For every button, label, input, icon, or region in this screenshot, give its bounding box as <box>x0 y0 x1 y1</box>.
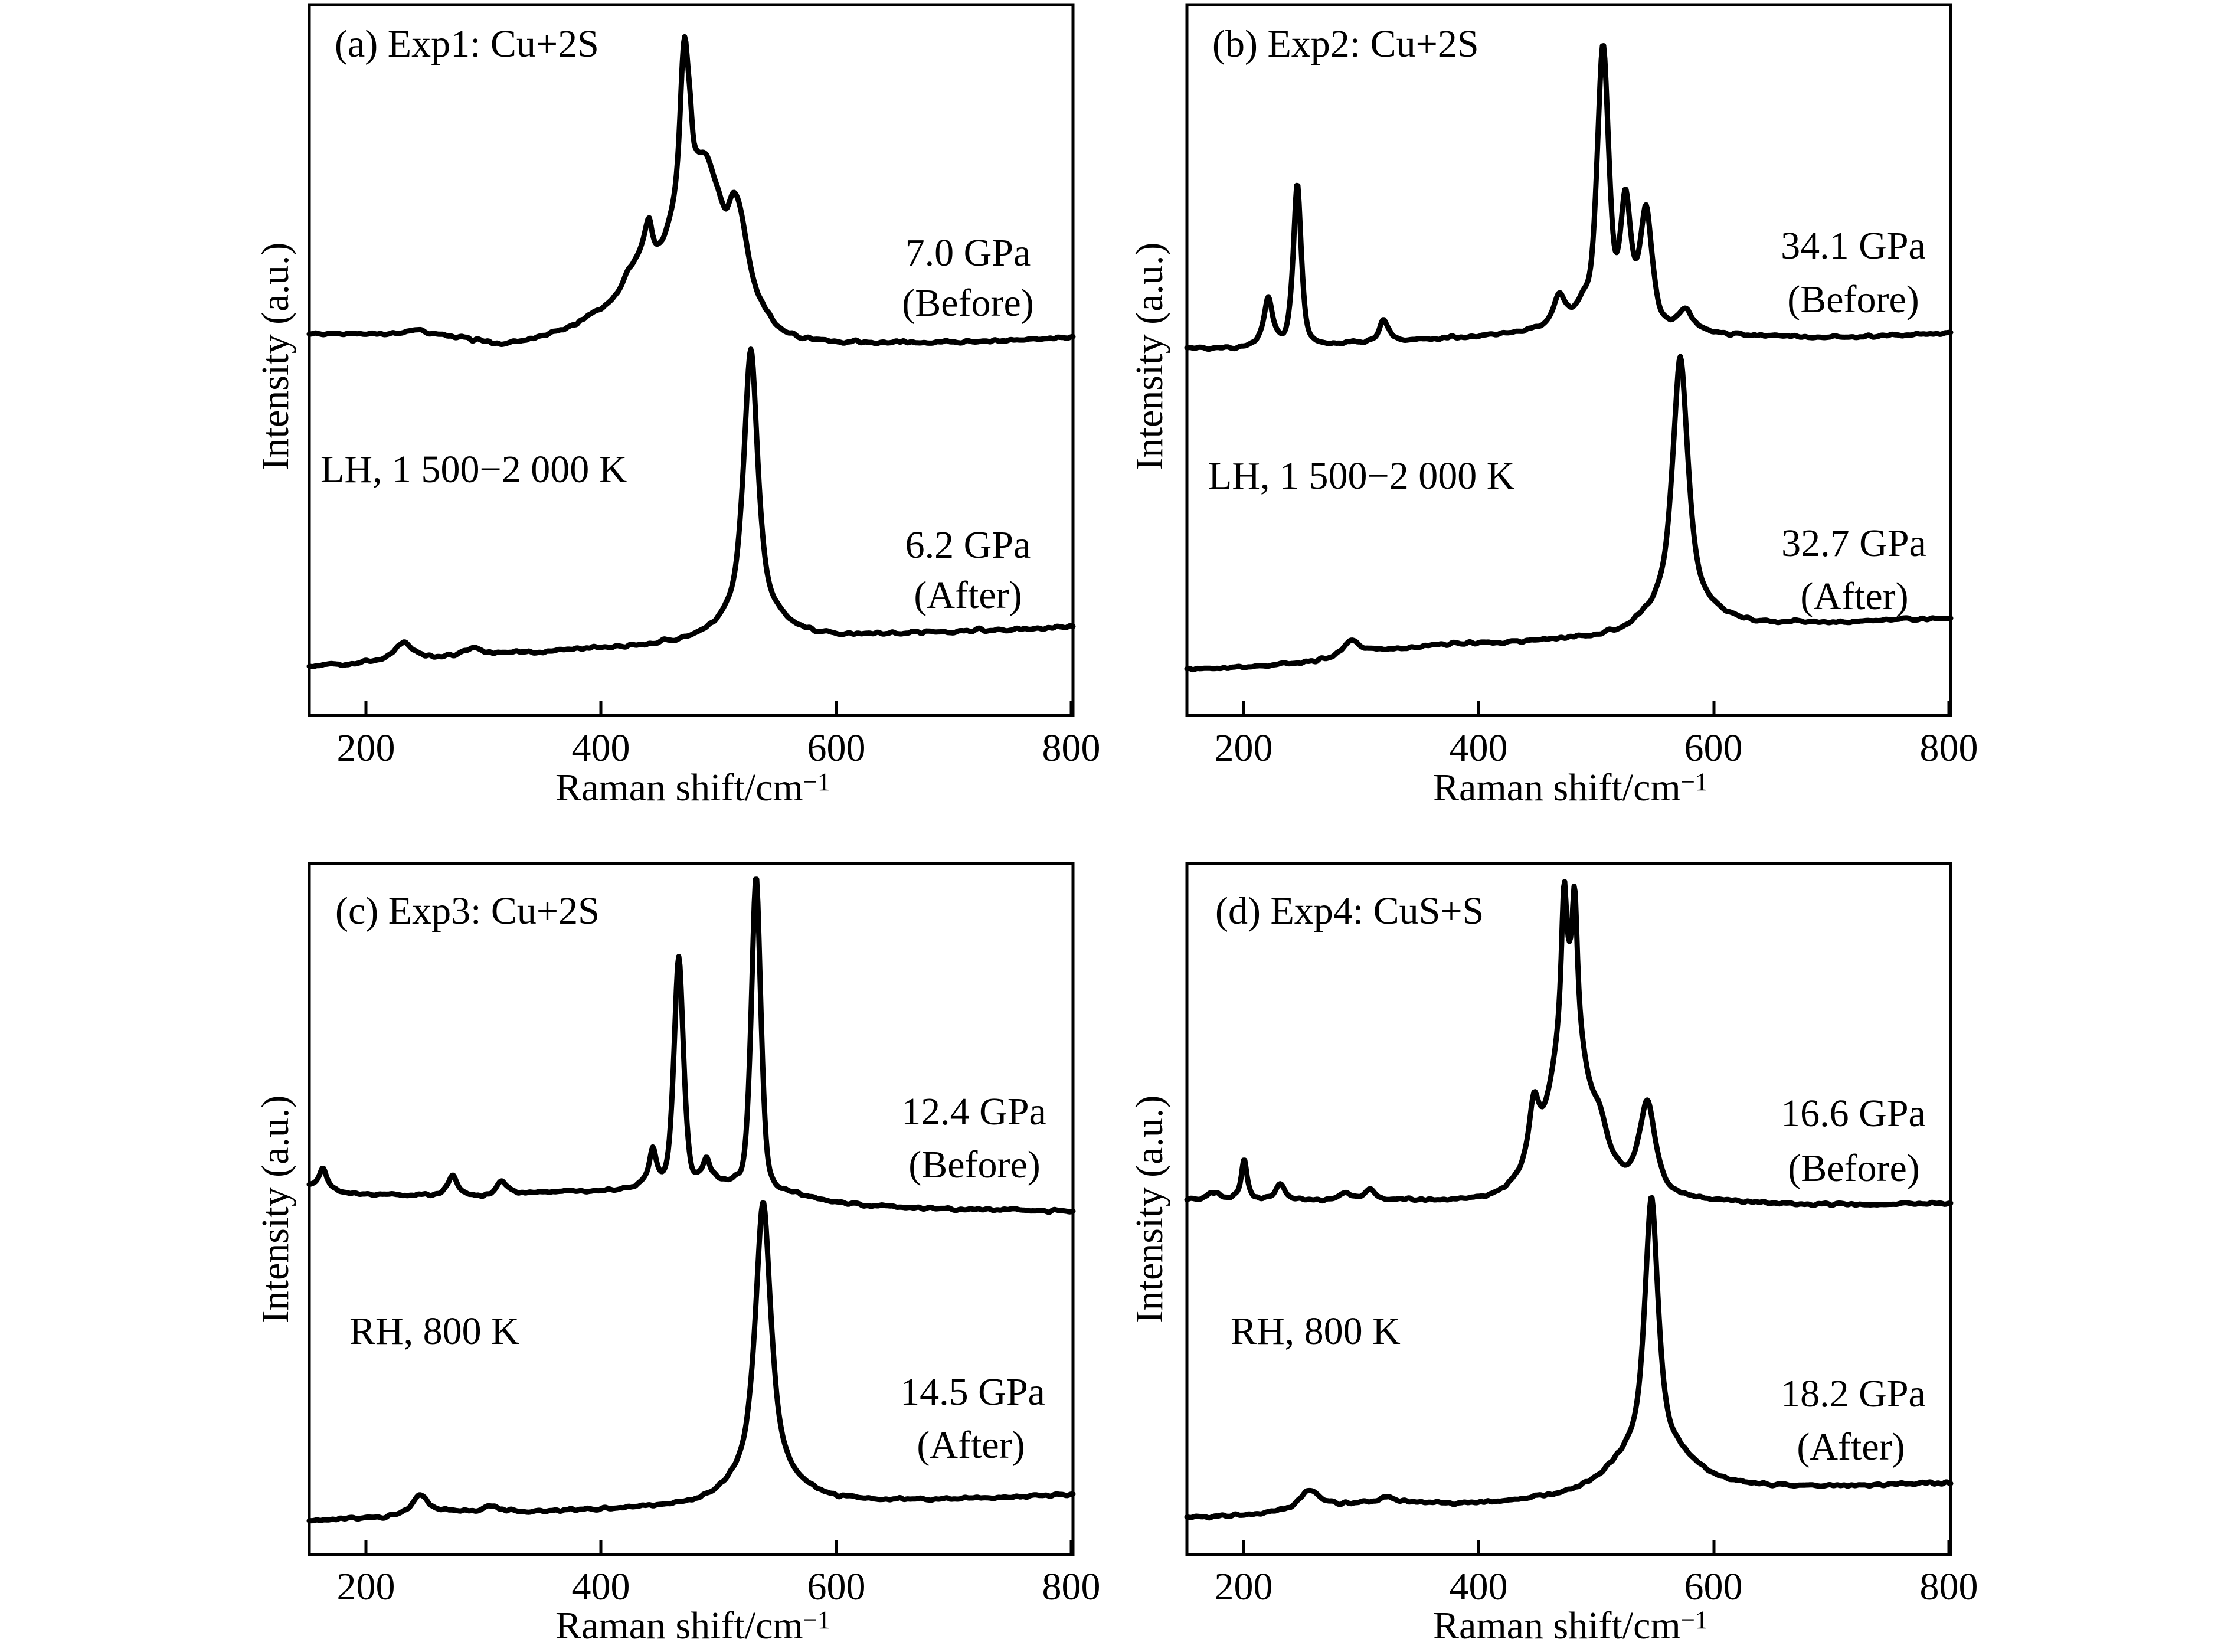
svg-text:14.5 GPa: 14.5 GPa <box>900 1370 1045 1414</box>
svg-text:200: 200 <box>337 727 395 770</box>
svg-text:32.7 GPa: 32.7 GPa <box>1781 522 1926 565</box>
svg-text:(Before): (Before) <box>1788 1147 1920 1190</box>
svg-text:800: 800 <box>1920 1565 1978 1608</box>
svg-text:400: 400 <box>1450 727 1508 770</box>
svg-text:7.0 GPa: 7.0 GPa <box>905 231 1031 274</box>
svg-text:(a) Exp1: Cu+2S: (a) Exp1: Cu+2S <box>335 22 599 66</box>
svg-text:800: 800 <box>1042 727 1101 770</box>
svg-text:400: 400 <box>572 727 630 770</box>
svg-text:(After): (After) <box>1800 575 1908 618</box>
svg-text:Raman shift/cm−1: Raman shift/cm−1 <box>555 1604 830 1647</box>
svg-text:34.1 GPa: 34.1 GPa <box>1781 224 1926 267</box>
svg-text:RH, 800 K: RH, 800 K <box>1231 1310 1401 1353</box>
svg-text:800: 800 <box>1042 1565 1101 1608</box>
svg-text:LH, 1 500−2 000 K: LH, 1 500−2 000 K <box>320 448 627 491</box>
svg-text:800: 800 <box>1920 727 1978 770</box>
svg-text:(Before): (Before) <box>902 282 1034 325</box>
svg-text:Intensity (a.u.): Intensity (a.u.) <box>254 243 297 471</box>
svg-text:(Before): (Before) <box>908 1143 1041 1186</box>
svg-text:(b) Exp2: Cu+2S: (b) Exp2: Cu+2S <box>1212 22 1479 66</box>
svg-text:(c) Exp3: Cu+2S: (c) Exp3: Cu+2S <box>335 889 600 933</box>
svg-text:Intensity (a.u.): Intensity (a.u.) <box>254 1095 297 1324</box>
svg-text:12.4 GPa: 12.4 GPa <box>901 1090 1046 1133</box>
svg-text:400: 400 <box>572 1565 630 1608</box>
svg-text:(After): (After) <box>914 574 1022 617</box>
svg-text:(After): (After) <box>1797 1425 1905 1468</box>
svg-text:6.2 GPa: 6.2 GPa <box>905 524 1031 567</box>
svg-text:Raman shift/cm−1: Raman shift/cm−1 <box>1433 1604 1708 1647</box>
svg-text:400: 400 <box>1450 1565 1508 1608</box>
svg-text:200: 200 <box>337 1565 395 1608</box>
svg-text:(Before): (Before) <box>1787 278 1919 321</box>
svg-text:RH, 800 K: RH, 800 K <box>349 1310 519 1353</box>
svg-text:Intensity (a.u.): Intensity (a.u.) <box>1128 1095 1171 1324</box>
svg-text:200: 200 <box>1215 727 1273 770</box>
svg-text:18.2 GPa: 18.2 GPa <box>1781 1372 1926 1415</box>
svg-text:Raman shift/cm−1: Raman shift/cm−1 <box>1433 766 1708 809</box>
svg-text:600: 600 <box>807 1565 866 1608</box>
svg-text:Intensity (a.u.): Intensity (a.u.) <box>1128 243 1171 471</box>
svg-text:16.6 GPa: 16.6 GPa <box>1781 1092 1926 1135</box>
svg-text:600: 600 <box>1684 1565 1743 1608</box>
svg-text:200: 200 <box>1215 1565 1273 1608</box>
svg-text:(d) Exp4: CuS+S: (d) Exp4: CuS+S <box>1215 889 1484 933</box>
svg-text:600: 600 <box>1684 727 1743 770</box>
svg-text:(After): (After) <box>917 1424 1025 1467</box>
svg-text:600: 600 <box>807 727 866 770</box>
svg-text:Raman shift/cm−1: Raman shift/cm−1 <box>555 766 830 809</box>
svg-text:LH, 1 500−2 000 K: LH, 1 500−2 000 K <box>1208 454 1514 498</box>
